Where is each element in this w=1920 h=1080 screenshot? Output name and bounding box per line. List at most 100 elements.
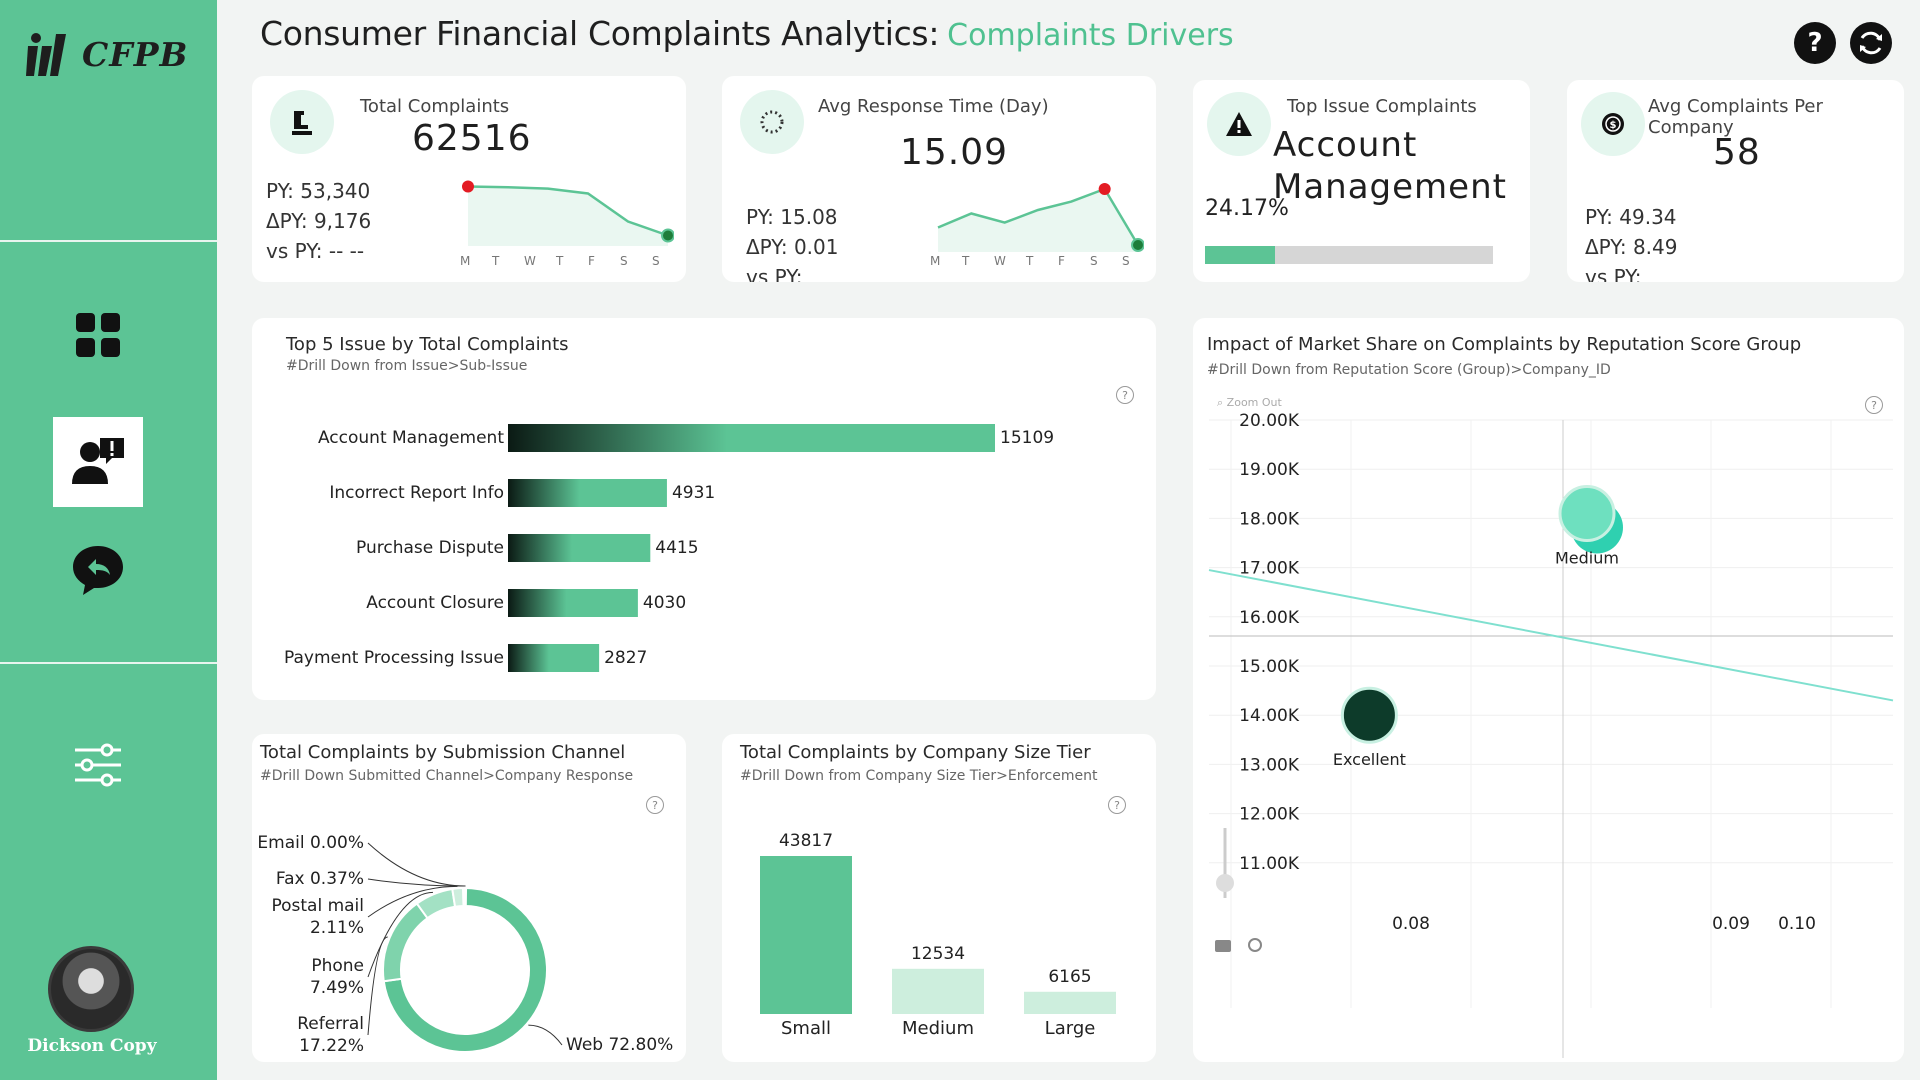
logo-text: CFPB [82,34,189,74]
day-tick: S [1090,254,1098,268]
title-main: Consumer Financial Complaints Analytics: [260,14,940,53]
sparkline-area [468,186,668,246]
cfpb-logo[interactable]: CFPB [24,26,188,82]
kpi-py: PY: 49.34 [1585,205,1677,229]
y-tick-label: 20.00K [1239,411,1300,431]
donut-leader-line [367,885,458,918]
kpi-value: Account Management [1273,124,1507,208]
user-name: Dickson Copy [27,1036,157,1056]
bar-value-label: 4931 [672,483,715,503]
refresh-icon[interactable] [1850,22,1892,64]
loading-spinner-icon [740,90,804,154]
bar-value-label: 4415 [655,538,698,558]
bar [1024,991,1116,1014]
top-issue-progress-fill [1205,246,1275,264]
chart-subtitle: #Drill Down from Issue>Sub-Issue [286,358,528,374]
y-tick-label: 16.00K [1239,608,1300,628]
comment-icon [1248,938,1262,952]
zoom-slider-handle [1216,874,1234,892]
day-tick: S [1122,254,1130,268]
donut-label: 2.11% [310,918,364,938]
day-tick: W [994,254,1006,268]
size-tier-card: Total Complaints by Company Size Tier #D… [722,734,1156,1062]
submission-channel-card: Total Complaints by Submission Channel #… [252,734,686,1062]
refresh-arrows-icon [1860,31,1882,55]
chart-subtitle: #Drill Down from Reputation Score (Group… [1207,362,1611,378]
donut-leader-line [367,842,466,887]
bar [892,968,984,1014]
bar [508,644,600,672]
svg-text:$: $ [1610,120,1617,131]
sparkline-response [937,183,1144,252]
day-tick: S [652,254,660,268]
y-tick-label: 11.00K [1239,854,1300,874]
top5-bar-chart[interactable]: Account Management 15109 Incorrect Report … [252,408,1156,698]
donut-slice [382,886,548,1053]
kpi-total-complaints[interactable]: Total Complaints 62516 PY: 53,340 ΔPY: 9… [252,76,686,282]
donut-leader-line [367,891,433,978]
bar-value-label: 4030 [643,593,686,613]
nav-complaints-drivers[interactable] [53,417,143,507]
scatter-point-label: Excellent [1333,750,1406,769]
kpi-label: Total Complaints [360,96,510,117]
kpi-vs-py: vs PY: -- -- [266,239,365,263]
chart-title: Total Complaints by Submission Channel [260,742,626,763]
kpi-vs-py: vs PY: [1585,265,1642,282]
kpi-delta-py: ΔPY: 9,176 [266,209,372,233]
trend-line [1208,569,1894,702]
kpi-avg-response-time[interactable]: Avg Response Time (Day) 15.09 PY: 15.08 … [722,76,1156,282]
chart-title: Total Complaints by Company Size Tier [740,742,1091,763]
help-icon[interactable]: ? [646,796,664,814]
day-tick: W [524,254,536,268]
y-tick-label: 15.00K [1239,657,1300,677]
sparkline-line [467,185,669,237]
market-share-scatter-chart[interactable]: 20.00K 19.00K 18.00K 17.00K 16.00K 15.00K 14.0… [1193,398,1904,1062]
day-tick: T [1026,254,1034,268]
top-issue-progress-track [1205,246,1493,264]
y-tick-label: 17.00K [1239,559,1300,579]
nav-dashboard-grid[interactable] [53,290,143,380]
nav-filters[interactable] [53,720,143,810]
bar-category-label: Small [781,1018,831,1039]
x-tick-label: 0.08 [1392,914,1430,934]
sidebar-divider [0,240,217,242]
x-tick-label: 0.10 [1778,914,1816,934]
bar-value-label: 43817 [779,831,833,851]
donut-label: Fax 0.37% [276,869,364,889]
help-icon[interactable]: ? [1116,386,1134,404]
sparkline-last-point [661,228,674,243]
sidebar: CFPB [0,0,217,1080]
bar [508,589,638,617]
day-tick: T [492,254,500,268]
help-icon[interactable]: ? [1865,396,1883,414]
scatter-point [1558,484,1616,542]
y-tick-label: 13.00K [1239,755,1300,775]
donut-slice [464,886,468,908]
kpi-top-issue[interactable]: Top Issue Complaints Account Management … [1193,80,1530,282]
bar-label: Account Management [318,428,504,448]
donut-label: 7.49% [310,978,364,998]
help-icon[interactable]: ? [1794,22,1836,64]
bar [508,534,651,562]
kpi-py: PY: 15.08 [746,205,838,229]
camera-icon [1215,940,1231,952]
nav-feedback[interactable] [53,525,143,615]
size-tier-bar-chart[interactable]: 43817 Small 12534 Medium 6165 Large [722,804,1156,1062]
bar-value-label: 12534 [911,944,965,964]
chart-subtitle: #Drill Down Submitted Channel>Company Re… [260,768,634,784]
day-tick: F [588,254,595,268]
zoom-out-button[interactable]: ⌕ Zoom Out [1217,396,1282,409]
bar-label: Purchase Dispute [356,538,504,558]
day-tick: M [930,254,941,268]
donut-label: Postal mail [271,896,364,916]
avatar[interactable] [48,946,134,1032]
y-tick-label: 14.00K [1239,706,1300,726]
bar-value-label: 2827 [604,648,647,668]
top-issue-percent: 24.17% [1205,196,1289,221]
day-tick: T [556,254,564,268]
y-tick-label: 18.00K [1239,509,1300,529]
donut-label: 17.22% [299,1036,364,1056]
kpi-avg-complaints-per-company[interactable]: $ Avg Complaints Per Company 58 PY: 49.3… [1567,80,1904,282]
help-icon[interactable]: ? [1108,796,1126,814]
